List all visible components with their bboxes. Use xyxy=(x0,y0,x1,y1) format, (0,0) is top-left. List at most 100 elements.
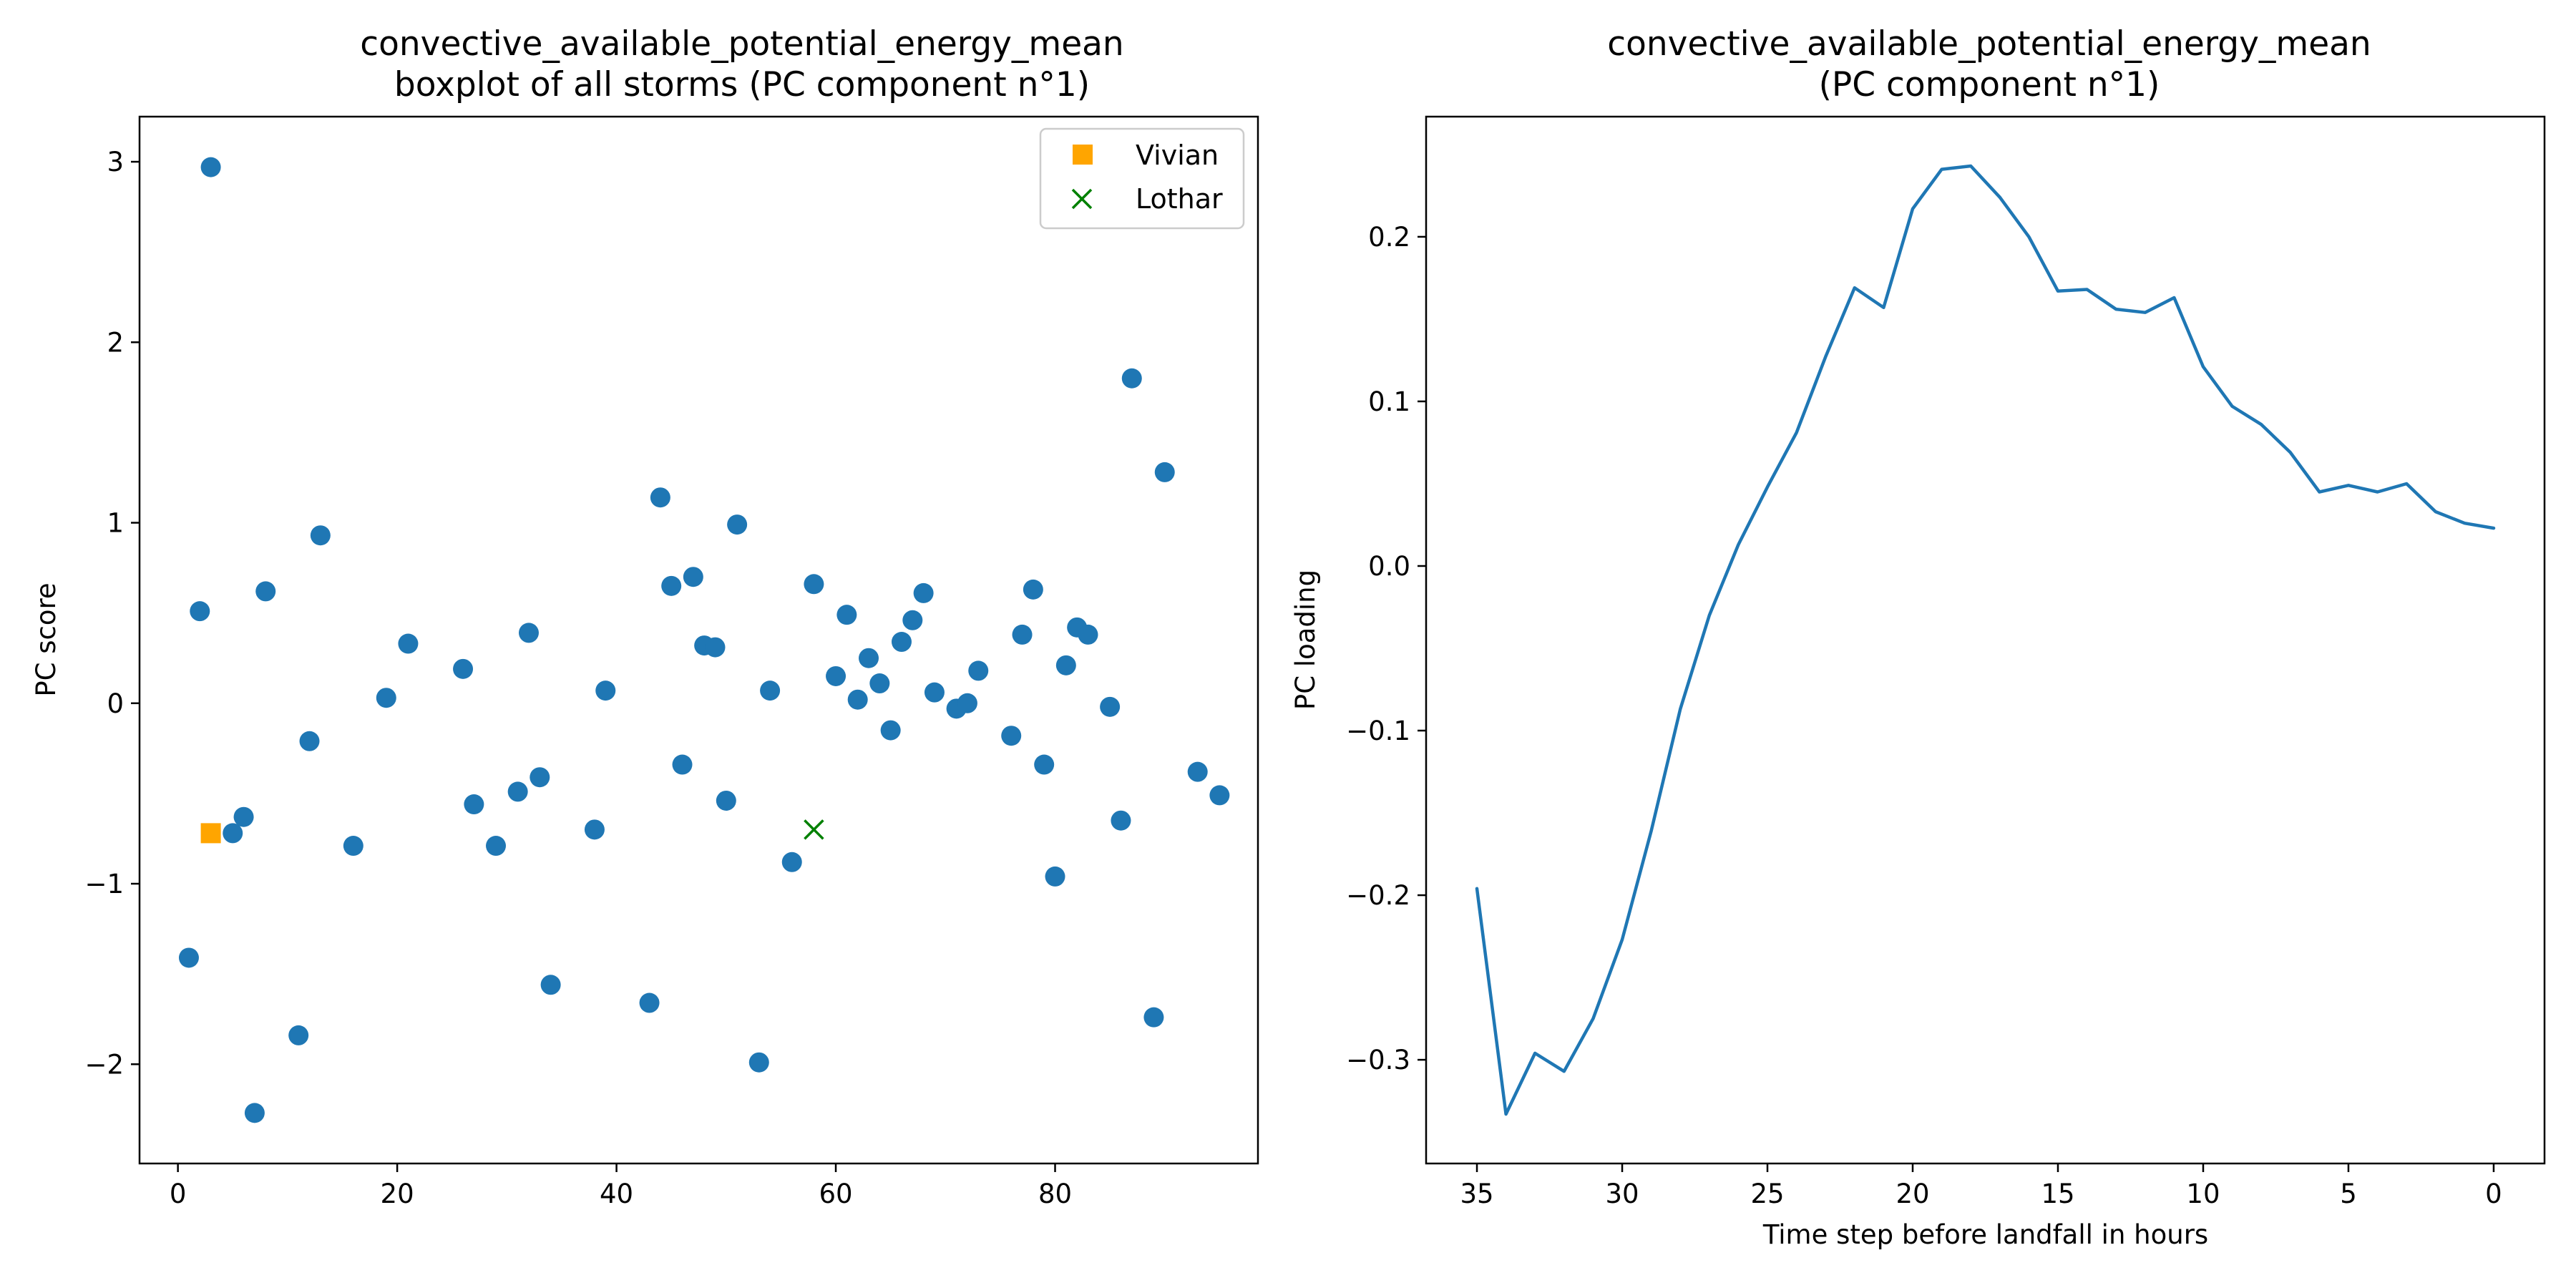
scatter-points xyxy=(178,157,1230,1123)
y-tick-label: 0 xyxy=(107,688,124,719)
data-point xyxy=(1100,696,1121,717)
data-point xyxy=(672,754,693,775)
legend-lothar-label: Lothar xyxy=(1136,183,1223,215)
data-point xyxy=(1078,624,1098,645)
data-point xyxy=(1187,761,1208,782)
data-point xyxy=(913,582,934,603)
data-point xyxy=(1023,579,1043,600)
data-point xyxy=(880,720,901,741)
x-tick-label: 30 xyxy=(1605,1179,1639,1209)
data-point xyxy=(223,823,243,844)
legend: Vivian Lothar xyxy=(1039,127,1245,230)
scatter-title-line-2: boxplot of all storms (PC component n°1) xyxy=(394,65,1090,104)
data-point xyxy=(826,665,847,686)
x-tick-label: 60 xyxy=(819,1179,852,1209)
scatter-panel: convective_available_potential_energy_me… xyxy=(31,24,1259,1209)
data-point xyxy=(1012,624,1033,645)
data-point xyxy=(244,1103,265,1123)
data-point xyxy=(540,975,561,995)
line-axes: 35 30 25 20 15 10 5 0 −0.3 −0.2 −0.1 0.0 0.1 0.2 xyxy=(1346,222,2502,1209)
data-point xyxy=(781,852,802,872)
legend-lothar-marker xyxy=(1071,188,1093,210)
x-tick-label: 40 xyxy=(600,1179,633,1209)
x-tick-label: 35 xyxy=(1460,1179,1493,1209)
data-point xyxy=(1001,726,1022,746)
data-point xyxy=(1143,1007,1164,1028)
lothar-point xyxy=(804,819,824,840)
y-tick-label: −0.2 xyxy=(1346,880,1410,911)
data-point xyxy=(1045,866,1065,887)
data-point xyxy=(1034,754,1055,775)
data-point xyxy=(836,605,857,625)
data-point xyxy=(902,610,923,630)
data-point xyxy=(748,1052,769,1073)
line-title-line-1: convective_available_potential_energy_me… xyxy=(1607,24,2371,64)
y-tick-label: 1 xyxy=(107,508,124,539)
data-point xyxy=(376,688,396,708)
data-point xyxy=(1121,368,1142,389)
data-point xyxy=(190,601,210,622)
x-tick-label: 20 xyxy=(1896,1179,1929,1209)
data-point xyxy=(453,658,474,679)
scatter-plot-frame xyxy=(138,115,1259,1165)
data-point xyxy=(595,680,616,701)
y-tick-label: −0.1 xyxy=(1346,716,1410,746)
data-point xyxy=(968,660,989,681)
data-point xyxy=(200,157,221,177)
line-title-line-2: (PC component n°1) xyxy=(1819,65,2160,104)
data-point xyxy=(957,693,977,713)
y-tick-label: −1 xyxy=(84,869,124,899)
line-x-axis-label: Time step before landfall in hours xyxy=(1762,1219,2208,1250)
x-tick-label: 80 xyxy=(1038,1179,1072,1209)
data-point xyxy=(859,648,879,668)
legend-vivian-label: Vivian xyxy=(1136,140,1219,171)
data-point xyxy=(310,525,331,546)
scatter-title-line-1: convective_available_potential_energy_me… xyxy=(360,24,1123,64)
data-point xyxy=(299,731,320,751)
x-tick-label: 5 xyxy=(2340,1179,2357,1209)
data-point xyxy=(343,836,364,857)
line-series xyxy=(1475,164,2496,1116)
data-point xyxy=(1209,785,1230,806)
data-point xyxy=(507,781,528,802)
data-point xyxy=(1055,655,1076,675)
data-point xyxy=(924,682,945,703)
y-tick-label: 3 xyxy=(107,147,124,177)
data-point xyxy=(683,567,703,587)
data-point xyxy=(486,836,507,857)
data-point xyxy=(716,790,736,811)
data-point xyxy=(178,947,199,968)
data-point xyxy=(804,574,824,595)
x-tick-label: 20 xyxy=(381,1179,414,1209)
data-point xyxy=(398,633,419,654)
y-tick-label: 0.2 xyxy=(1368,222,1410,253)
data-point xyxy=(233,806,254,827)
y-tick-label: 2 xyxy=(107,327,124,358)
y-tick-label: −0.3 xyxy=(1346,1045,1410,1075)
scatter-axes: 0 20 40 60 80 −2 −1 0 1 2 3 xyxy=(84,147,1072,1209)
data-point xyxy=(1154,462,1175,482)
data-point xyxy=(639,992,660,1013)
loading-line xyxy=(1475,164,2496,1116)
line-y-axis-label: PC loading xyxy=(1290,570,1321,710)
data-point xyxy=(661,575,682,596)
data-point xyxy=(1111,810,1131,831)
x-tick-label: 0 xyxy=(2485,1179,2502,1209)
data-point xyxy=(760,680,781,701)
x-tick-label: 10 xyxy=(2186,1179,2220,1209)
line-plot-frame xyxy=(1425,115,2546,1165)
data-point xyxy=(705,637,726,658)
data-point xyxy=(530,767,550,788)
data-point xyxy=(464,794,484,815)
data-point xyxy=(255,581,276,602)
data-point xyxy=(727,514,748,535)
vivian-point xyxy=(200,823,221,844)
data-point xyxy=(288,1025,309,1045)
legend-vivian-marker xyxy=(1073,145,1093,165)
data-point xyxy=(891,632,912,653)
scatter-y-axis-label: PC score xyxy=(31,582,62,696)
data-point xyxy=(518,623,539,643)
y-tick-label: 0.0 xyxy=(1368,551,1410,582)
y-tick-label: −2 xyxy=(84,1049,124,1080)
